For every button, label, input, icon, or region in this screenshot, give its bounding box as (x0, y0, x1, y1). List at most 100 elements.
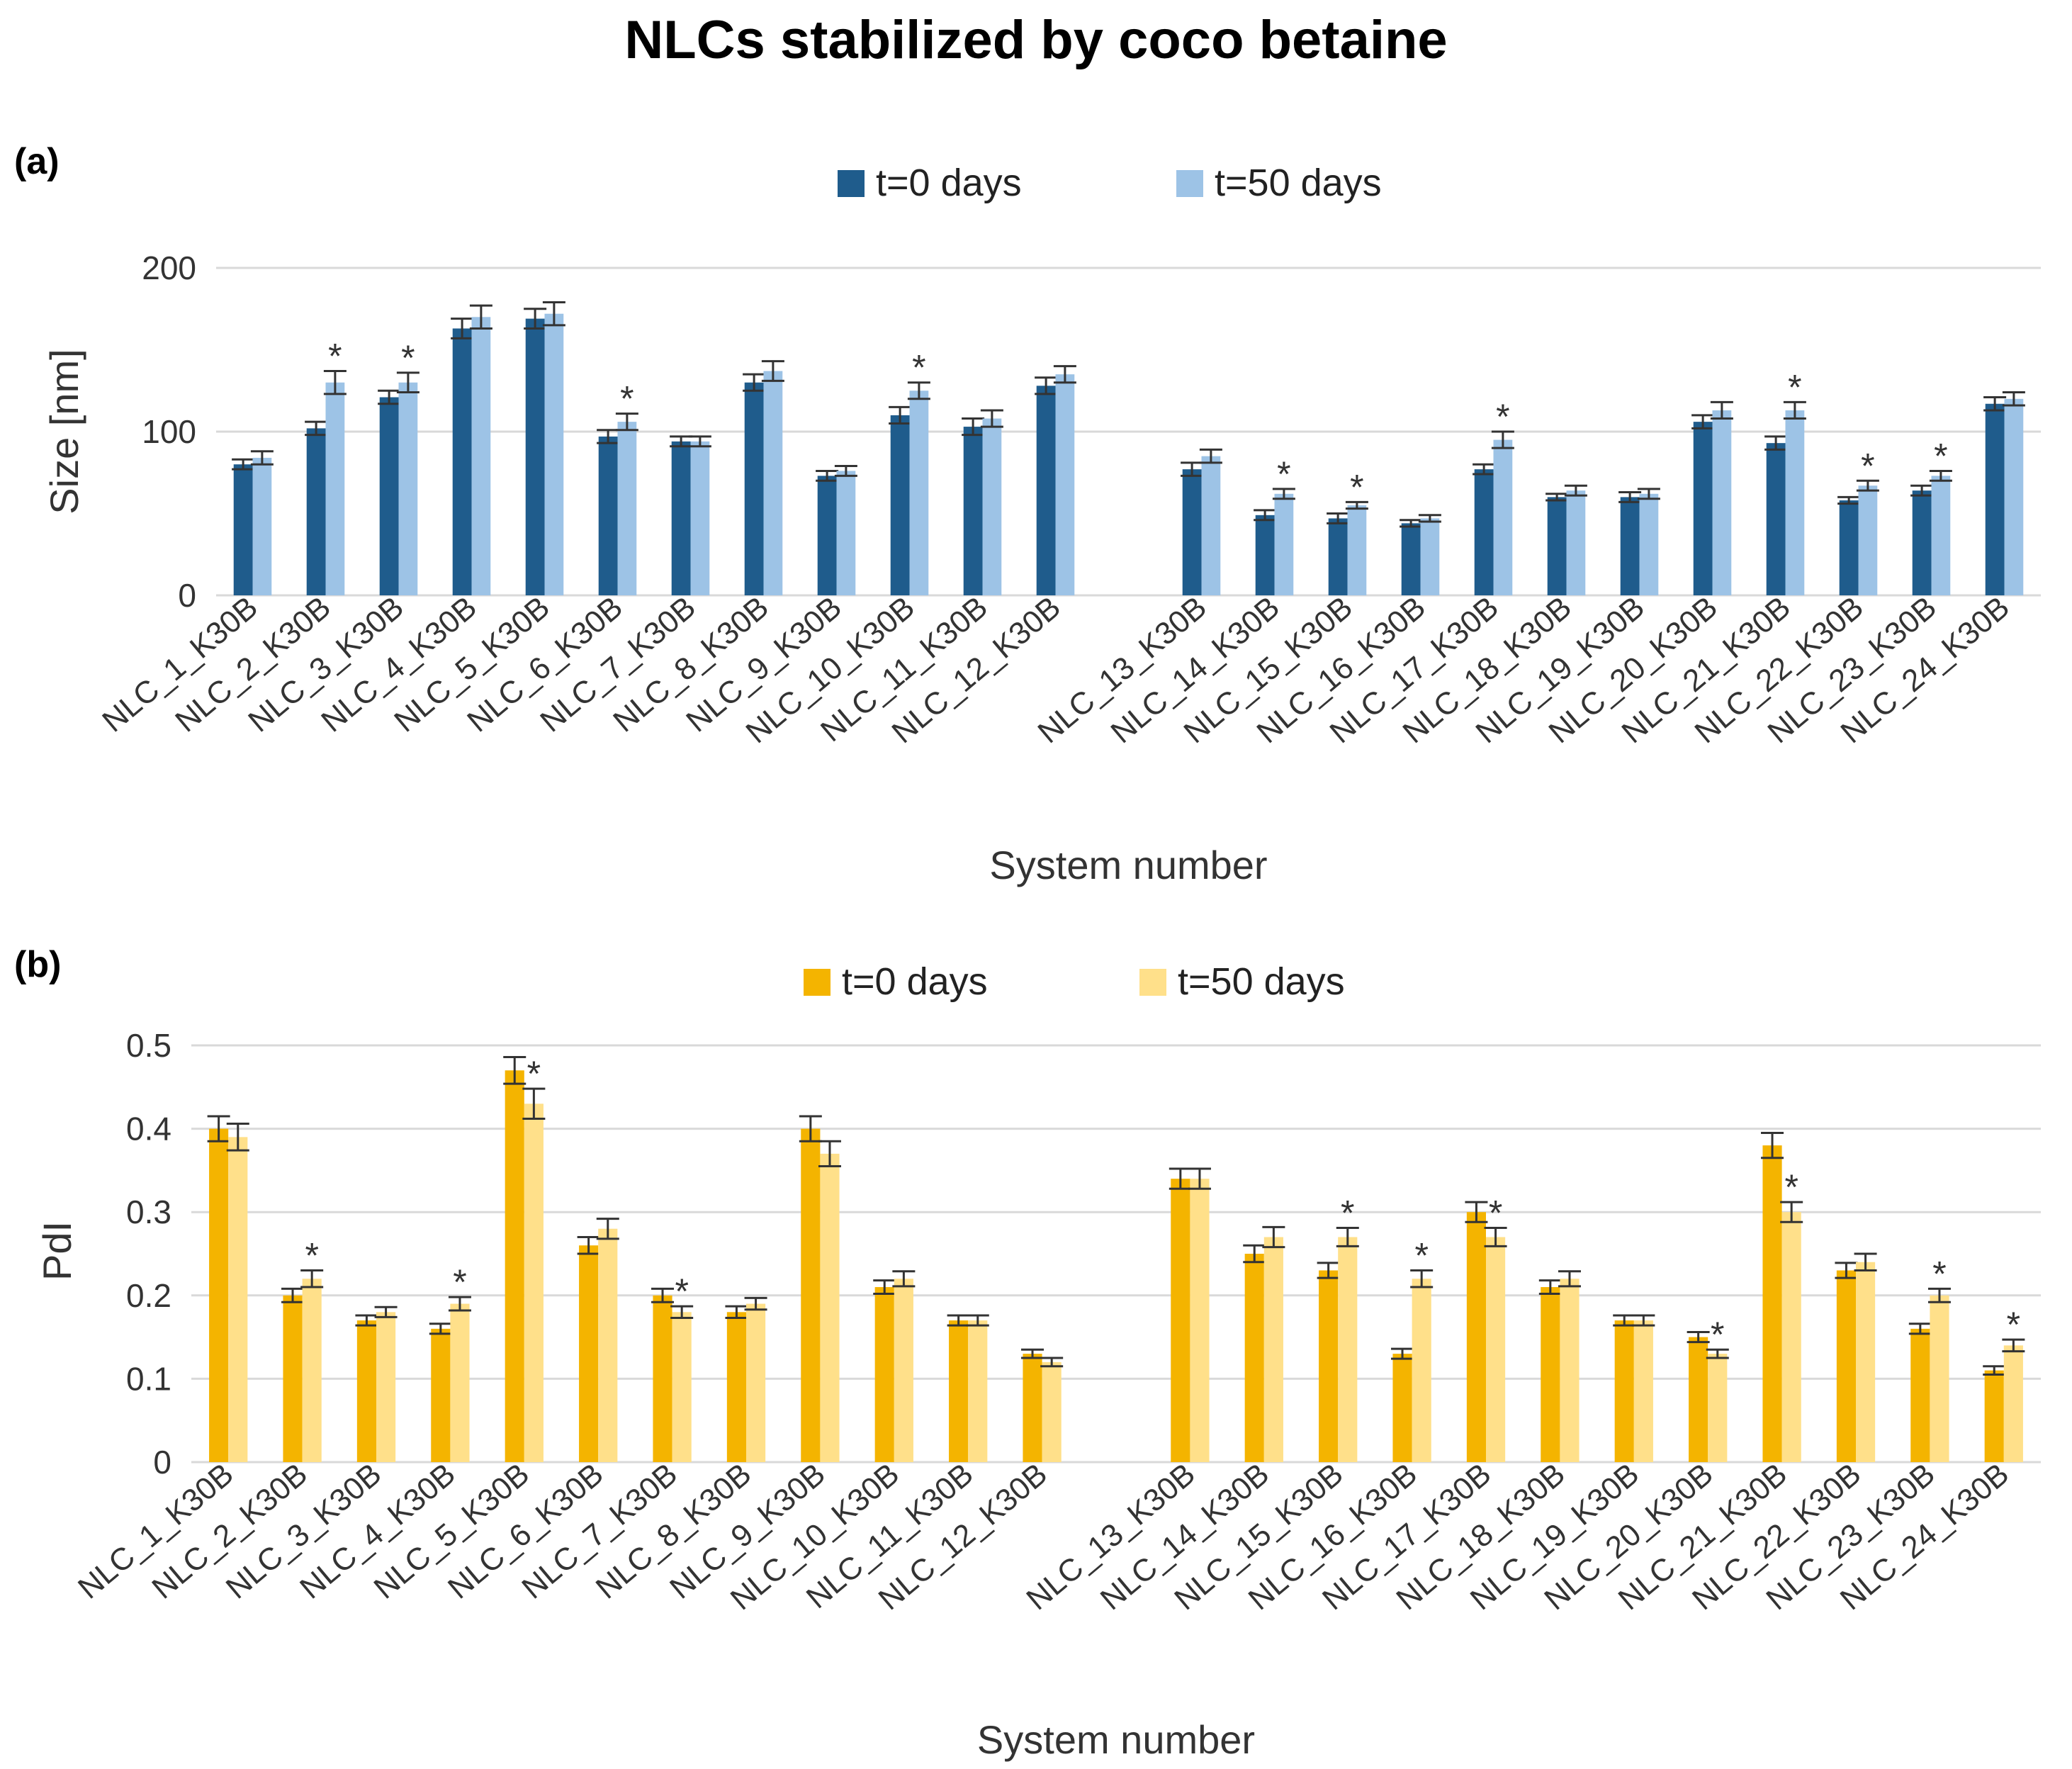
significance-marker: * (1784, 1167, 1798, 1207)
bar-t0 (306, 428, 326, 595)
bar-t0 (1762, 1145, 1782, 1462)
significance-marker: * (620, 379, 634, 419)
bar-t50 (1708, 1354, 1728, 1462)
y-axis-label: PdI (35, 1221, 79, 1281)
bar-t0 (525, 318, 545, 595)
bar-t0 (1839, 500, 1859, 595)
bar-t0 (1836, 1270, 1856, 1462)
bar-t50 (598, 1228, 618, 1462)
y-tick-label: 0.3 (126, 1194, 171, 1230)
bar-t0 (1401, 523, 1421, 595)
bar-t50 (894, 1279, 913, 1462)
bar-t50 (1042, 1361, 1062, 1462)
significance-marker: * (305, 1236, 318, 1276)
bar-t50 (968, 1320, 988, 1462)
bar-t0 (1614, 1320, 1634, 1462)
bar-t50 (1639, 493, 1659, 595)
legend-label: t=0 days (876, 162, 1022, 204)
significance-marker: * (1496, 397, 1509, 437)
bar-t50 (672, 1312, 692, 1462)
bar-t0 (1036, 386, 1056, 595)
significance-marker: * (1932, 1254, 1946, 1293)
bar-t0 (1244, 1254, 1264, 1462)
bar-t50 (1201, 456, 1221, 595)
bar-t0 (1474, 469, 1494, 595)
y-tick-label: 0.1 (126, 1360, 171, 1397)
panel-label-b: (b) (14, 944, 61, 985)
bar-t0 (452, 328, 472, 595)
bar-t50 (1930, 1295, 1949, 1462)
bar-t50 (376, 1312, 396, 1462)
y-tick-label: 0.2 (126, 1277, 171, 1314)
significance-marker: * (401, 338, 415, 378)
legend-label: t=50 days (1178, 960, 1345, 1003)
bar-t50 (1781, 1212, 1801, 1462)
bar-t0 (1328, 518, 1348, 595)
bar-t50 (836, 471, 856, 595)
y-tick-label: 200 (142, 249, 196, 286)
bar-t50 (325, 382, 345, 595)
bar-t50 (544, 313, 564, 595)
bar-t50 (228, 1137, 248, 1462)
bar-t0 (1984, 1370, 2004, 1462)
bar-t50 (763, 371, 783, 595)
significance-marker: * (1414, 1236, 1428, 1276)
bar-t50 (2004, 398, 2024, 595)
bar-t50 (820, 1153, 840, 1462)
bar-t50 (1190, 1179, 1210, 1462)
y-tick-label: 100 (142, 413, 196, 450)
y-tick-label: 0 (153, 1444, 171, 1481)
bar-t50 (1566, 490, 1586, 595)
bar-t50 (1856, 1262, 1876, 1462)
bar-t0 (817, 476, 837, 595)
bar-t0 (963, 427, 983, 595)
bar-t50 (471, 317, 491, 595)
bar-t0 (598, 436, 618, 595)
bar-t0 (1466, 1212, 1486, 1462)
bar-t0 (874, 1287, 894, 1462)
bar-t50 (1712, 410, 1732, 595)
bar-t50 (1785, 410, 1805, 595)
bar-t0 (1319, 1270, 1339, 1462)
bar-t50 (1338, 1237, 1358, 1462)
bar-t0 (505, 1070, 524, 1462)
bar-t50 (1055, 374, 1075, 595)
bar-t50 (1412, 1279, 1431, 1462)
legend-label: t=50 days (1215, 162, 1382, 204)
bar-t0 (1689, 1337, 1708, 1462)
figure-title: NLCs stabilized by coco betaine (624, 10, 1447, 70)
bar-t0 (1547, 497, 1567, 595)
bar-t0 (1620, 497, 1640, 595)
bar-t0 (356, 1320, 376, 1462)
bar-t0 (671, 441, 691, 595)
legend-swatch (1176, 170, 1203, 197)
significance-marker: * (328, 337, 342, 376)
significance-marker: * (2007, 1305, 2020, 1344)
bar-t0 (1912, 490, 1932, 595)
bar-t0 (233, 464, 253, 595)
bar-t50 (524, 1103, 544, 1462)
bar-t50 (1347, 505, 1367, 595)
bar-t0 (1182, 469, 1202, 595)
bar-t0 (1985, 403, 2005, 595)
bar-t50 (252, 457, 272, 595)
bar-t0 (379, 397, 399, 595)
bar-t0 (653, 1295, 672, 1462)
bar-t0 (1392, 1354, 1412, 1462)
panel-label-a: (a) (14, 141, 60, 182)
y-tick-label: 0 (178, 577, 196, 614)
bar-t50 (2003, 1345, 2023, 1462)
legend-swatch (804, 969, 831, 996)
bar-t50 (1493, 439, 1513, 595)
x-axis-label: System number (989, 843, 1267, 887)
bar-t0 (1693, 422, 1713, 595)
significance-marker: * (1341, 1194, 1354, 1233)
bar-t50 (1486, 1237, 1506, 1462)
significance-marker: * (1788, 367, 1801, 407)
significance-marker: * (1350, 467, 1363, 507)
significance-marker: * (1277, 454, 1290, 494)
pdi-chart-panel: (b) 00.10.20.30.40.5t=0 days t=50 daysNLC… (14, 944, 2041, 1762)
legend-label: t=0 days (842, 960, 988, 1003)
bar-t50 (1633, 1320, 1653, 1462)
